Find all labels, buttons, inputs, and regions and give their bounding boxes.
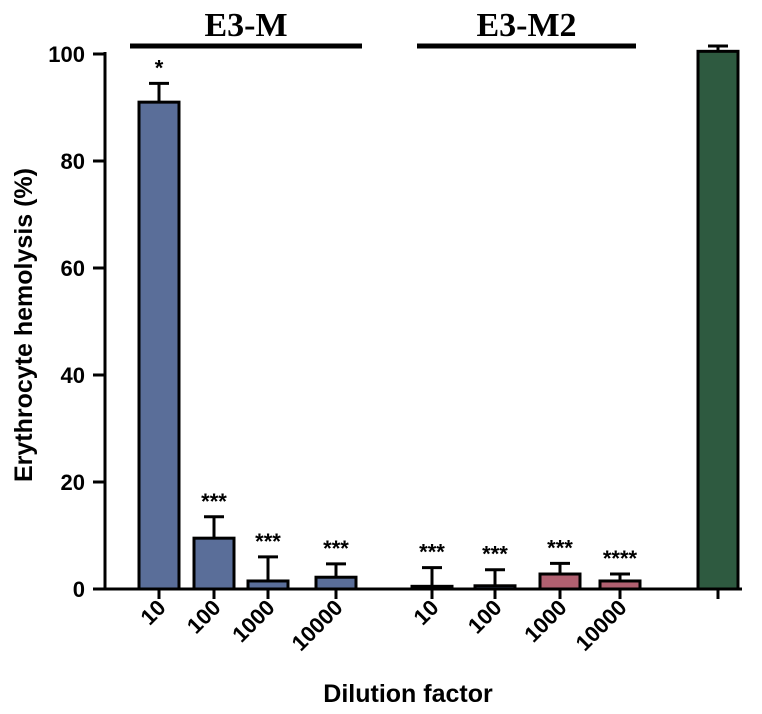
y-tick-label: 100 [48, 42, 85, 67]
bar-group: *** [473, 542, 517, 591]
significance-label: *** [323, 536, 349, 561]
significance-label: * [155, 55, 164, 80]
significance-label: *** [201, 489, 227, 514]
group-headers: E3-M E3-M2 [130, 7, 636, 49]
bars-layer: ******* *** *** *** *** **** [137, 44, 740, 591]
x-tick-label: 1000 [227, 595, 279, 647]
bar [192, 536, 236, 591]
x-axis-title: Dilution factor [323, 680, 493, 708]
bar-group: *** [192, 489, 236, 591]
x-tick-label: 100 [182, 595, 226, 639]
bar-group: * [137, 55, 181, 591]
x-tick-label: 10 [409, 595, 444, 630]
x-tick-label: 10 [136, 595, 171, 630]
significance-label: *** [482, 542, 508, 567]
bar-group: *** [246, 529, 290, 591]
y-axis: 0 20 40 60 80 100 [48, 42, 107, 602]
bar [696, 49, 740, 591]
y-tick-label: 0 [73, 577, 85, 602]
bar [314, 575, 358, 591]
bar-group: *** [538, 535, 582, 591]
bar [137, 100, 181, 591]
group-title: E3-M2 [476, 7, 576, 44]
x-axis: 10 100 1000 10000 10 100 1000 10000 [103, 587, 742, 656]
bar-group [696, 44, 740, 591]
significance-label: **** [603, 546, 638, 571]
y-tick-label: 20 [61, 470, 85, 495]
y-axis-title: Erythrocyte hemolysis (%) [10, 168, 38, 482]
y-tick-label: 40 [61, 363, 85, 388]
y-tick-label: 80 [61, 149, 85, 174]
x-tick-label: 100 [463, 595, 507, 639]
bar-group: *** [410, 540, 454, 591]
x-tick-label: 10000 [287, 595, 348, 656]
bar-group: **** [598, 546, 642, 591]
y-tick-label: 60 [61, 256, 85, 281]
x-tick-label: 10000 [571, 595, 632, 656]
x-tick-label: 1000 [519, 595, 571, 647]
significance-label: *** [419, 540, 445, 565]
bar [538, 572, 582, 591]
bar-group: *** [314, 536, 358, 591]
significance-label: *** [255, 529, 281, 554]
significance-label: *** [547, 535, 573, 560]
group-title: E3-M [204, 7, 287, 44]
